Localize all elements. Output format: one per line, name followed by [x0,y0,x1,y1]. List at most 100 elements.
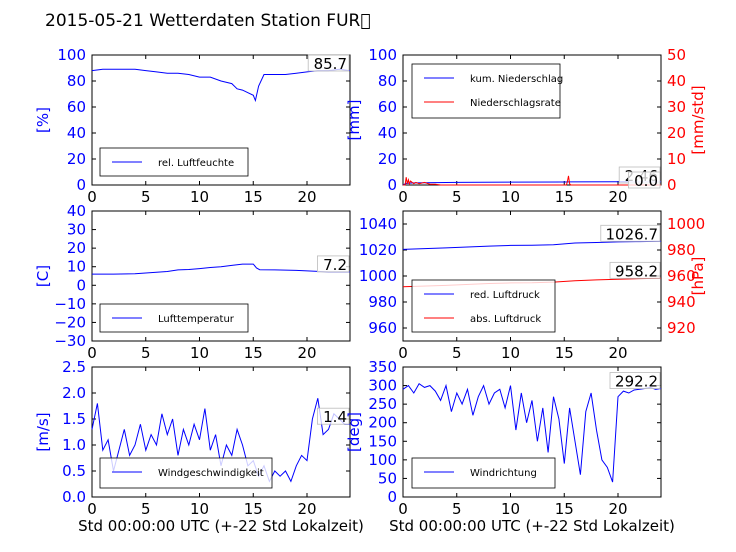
value-box [609,261,661,279]
x-tick-label: 0 [398,188,408,206]
chart-windspeed: 0 5 10 15 20 0.0 0.5 1.0 1.5 2.0 2.5 [m/s] Std 00:00… [34,358,364,535]
y-tick-label: 350 [368,358,397,376]
value-box [609,372,661,389]
y-right-tick-label: 980 [667,241,696,259]
y-axis-label: [deg] [345,412,363,452]
y-tick-label: 1000 [359,267,397,285]
series-line-lufttemperatur [92,263,350,275]
y-tick-label: 1.5 [62,410,86,428]
x-tick-label: 5 [141,344,151,362]
y-right-tick-label: 0 [667,176,677,194]
x-tick-label: 20 [297,344,316,362]
x-tick-label: 5 [141,500,151,518]
y-axis-label: [C] [34,265,52,287]
x-tick-label: 15 [555,500,574,518]
value-annotation: 292.2 [615,373,658,391]
value-annotation: 7.2 [323,256,347,274]
y-tick-label: 0 [387,176,397,194]
y-tick-label: 1040 [359,215,397,233]
x-tick-label: 15 [555,188,574,206]
legend-box [411,279,556,333]
y-right-tick-label: 50 [667,46,686,64]
value-annotation: 85.7 [314,55,347,73]
plot-frame [402,366,662,498]
y-tick-label: 1.0 [62,436,86,454]
legend-label: Niederschlagsrate [470,98,561,109]
series-line-red-luftdruck [402,240,662,250]
legend-label: rel. Luftfeuchte [158,158,234,169]
y-tick-label: 40 [67,124,86,142]
y-tick-label: 300 [368,377,397,395]
value-box [600,224,661,242]
plot-frame [91,210,351,342]
y-tick-label: 250 [368,395,397,413]
y-tick-label: 0 [76,176,86,194]
x-tick-label: 20 [297,188,316,206]
y-right-tick-label: 940 [667,293,696,311]
legend-label: red. Luftdruck [470,290,540,301]
y-tick-label: 960 [368,319,397,337]
y-tick-label: 0.5 [62,462,86,480]
y-right-tick-label: 960 [667,267,696,285]
value-box [316,255,350,273]
y-tick-label: 0.0 [62,488,86,506]
series-line-rel-luftfeuchte [91,68,351,103]
legend-box [99,457,273,489]
figure-title: 2015-05-21 Wetterdaten Station FUR  [45,11,371,31]
y-right-tick-label: 920 [667,319,696,337]
series-line-niederschlagsrate [403,175,661,186]
legend-label: kum. Niederschlag [470,74,563,85]
x-tick-label: 15 [555,344,574,362]
y-tick-label: 40 [67,202,86,220]
value-box [307,54,350,72]
x-tick-label: 0 [87,344,97,362]
y-right-tick-label: 1000 [667,215,705,233]
x-tick-label: 10 [501,344,520,362]
x-tick-label: 0 [87,500,97,518]
y-axis-label: [%] [34,107,52,133]
x-tick-label: 10 [501,500,520,518]
y-tick-label: 20 [378,150,397,168]
y-tick-label: 0 [76,276,86,294]
y-tick-label: 1020 [359,241,397,259]
x-tick-label: 10 [501,188,520,206]
y-tick-label: 980 [368,293,397,311]
series-line-windrichtung [402,382,662,483]
x-tick-label: 15 [244,344,263,362]
y-right-tick-label: 10 [667,150,686,168]
y-tick-label: 40 [378,124,397,142]
x-axis-label: Std 00:00:00 UTC (+-22 Std Lokalzeit) [78,517,364,535]
plot-frame [91,54,351,186]
x-tick-label: 20 [608,188,627,206]
y-tick-label: 200 [368,414,397,432]
y-right-tick-label: 20 [667,124,686,142]
y-tick-label: 20 [67,239,86,257]
x-tick-label: 5 [452,344,462,362]
y-right-axis-label: [hPa] [689,257,707,296]
x-tick-label: 20 [608,344,627,362]
x-tick-label: 0 [398,344,408,362]
value-box [316,407,350,425]
y-tick-label: 60 [67,98,86,116]
y-tick-label: 150 [368,432,397,450]
legend-label: Lufttemperatur [158,314,235,325]
value-annotation: 1.4 [323,408,347,426]
x-tick-label: 0 [398,500,408,518]
y-tick-label: 60 [378,98,397,116]
x-tick-label: 20 [608,500,627,518]
y-tick-label: 100 [368,46,397,64]
y-tick-label: 2.0 [62,384,86,402]
y-tick-label: 2.5 [62,358,86,376]
chart-humidity: 0 5 10 15 20 0 20 40 60 80 100 [%] 85.7 rel. Luftfeuc… [34,46,351,206]
y-tick-label: −10 [54,295,86,313]
legend-label: Windrichtung [470,468,537,479]
x-tick-label: 15 [244,188,263,206]
y-tick-label: 10 [67,258,86,276]
y-tick-label: 80 [378,72,397,90]
y-tick-label: −30 [54,332,86,350]
plot-frame [91,366,351,498]
chart-precipitation: 0 5 10 15 20 0 20 40 60 80 100 0 10 20 30 40 50 [mm/std] [… [345,46,707,206]
y-tick-label: 20 [67,150,86,168]
